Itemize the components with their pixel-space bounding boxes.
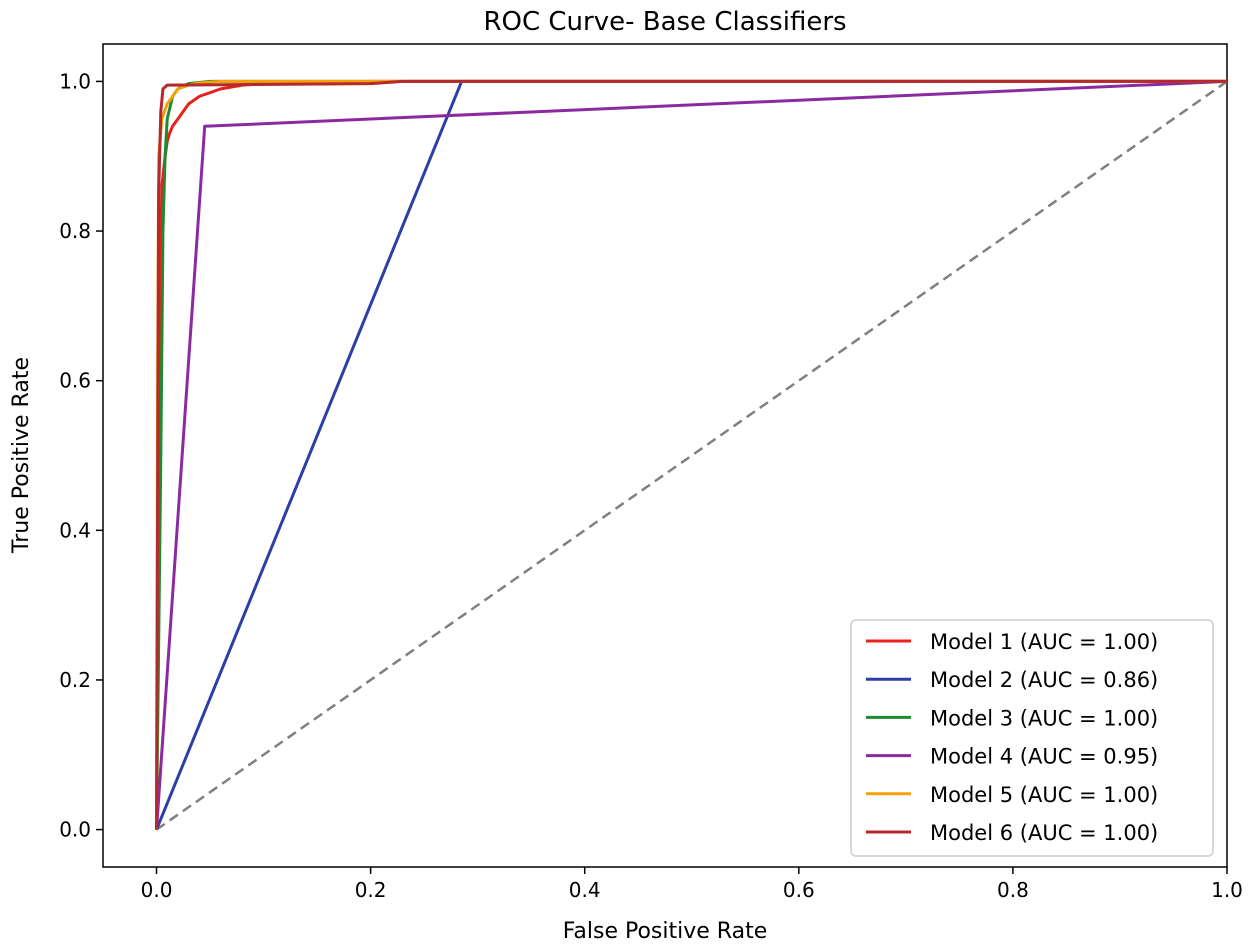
legend: Model 1 (AUC = 1.00) Model 2 (AUC = 0.86)… — [850, 619, 1214, 857]
plot-frame — [102, 43, 1228, 868]
legend-box — [850, 619, 1214, 857]
y-tick-label: 0.0 — [59, 818, 91, 842]
series-layer — [155, 79, 1228, 831]
y-tick-label: 0.6 — [59, 369, 91, 393]
legend-label: Model 5 (AUC = 1.00) — [930, 783, 1158, 807]
legend-label: Model 3 (AUC = 1.00) — [930, 706, 1158, 730]
x-tick-label: 1.0 — [1211, 878, 1243, 902]
series-line-model-4 — [155, 79, 1228, 830]
y-tick-label: 1.0 — [59, 69, 91, 93]
x-tick-label: 0.2 — [355, 878, 387, 902]
x-axis-ticks: 0.0 0.2 0.4 0.6 0.8 1.0 — [141, 867, 1243, 902]
x-tick-label: 0.8 — [997, 878, 1029, 902]
legend-label: Model 1 (AUC = 1.00) — [930, 630, 1158, 654]
legend-item-model-5: Model 5 (AUC = 1.00) — [866, 783, 1158, 807]
legend-label: Model 4 (AUC = 0.95) — [930, 745, 1158, 769]
legend-label: Model 6 (AUC = 1.00) — [930, 821, 1158, 845]
legend-item-model-4: Model 4 (AUC = 0.95) — [866, 745, 1158, 769]
x-tick-label: 0.0 — [141, 878, 173, 902]
x-tick-label: 0.4 — [569, 878, 601, 902]
y-tick-label: 0.2 — [59, 668, 91, 692]
y-tick-label: 0.4 — [59, 518, 91, 542]
legend-item-model-1: Model 1 (AUC = 1.00) — [866, 630, 1158, 654]
plot-area — [102, 43, 1228, 868]
x-tick-label: 0.6 — [783, 878, 815, 902]
y-tick-label: 0.8 — [59, 219, 91, 243]
legend-items: Model 1 (AUC = 1.00) Model 2 (AUC = 0.86)… — [866, 630, 1158, 845]
legend-item-model-2: Model 2 (AUC = 0.86) — [866, 668, 1158, 692]
y-axis-ticks: 0.0 0.2 0.4 0.6 0.8 1.0 — [59, 69, 103, 842]
chart-title: ROC Curve- Base Classifiers — [483, 7, 846, 37]
x-axis-label: False Positive Rate — [563, 919, 767, 944]
y-axis-label: True Positive Rate — [9, 357, 34, 554]
series-line-model-6 — [155, 79, 1227, 830]
legend-item-model-3: Model 3 (AUC = 1.00) — [866, 706, 1158, 730]
legend-label: Model 2 (AUC = 0.86) — [930, 668, 1158, 692]
legend-item-model-6: Model 6 (AUC = 1.00) — [866, 821, 1158, 845]
reference-line-layer — [155, 80, 1228, 831]
reference-diagonal-line — [155, 80, 1228, 831]
